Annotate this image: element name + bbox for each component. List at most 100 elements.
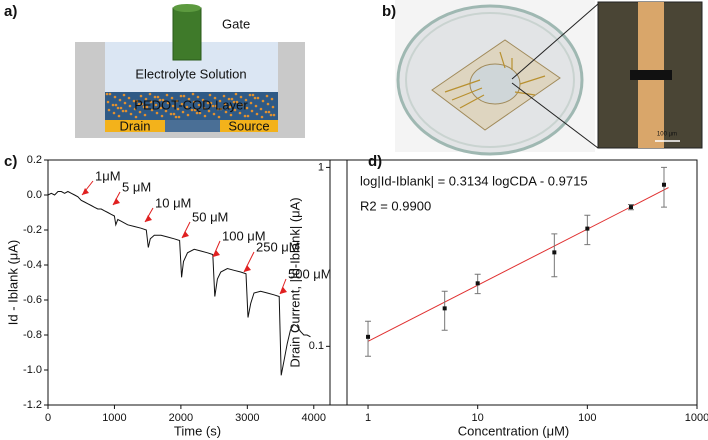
cqd-dot xyxy=(135,99,139,103)
cqd-dot xyxy=(159,106,163,110)
point xyxy=(661,182,666,187)
x-tick-label: 2000 xyxy=(169,412,193,424)
cqd-dot xyxy=(219,107,223,111)
cqd-dot xyxy=(232,100,236,104)
drain-label: Drain xyxy=(119,118,150,133)
cqd-dot xyxy=(259,107,263,111)
cqd-dot xyxy=(127,96,131,100)
cqd-dot xyxy=(165,93,169,97)
cqd-dot xyxy=(161,98,165,102)
cqd-dot xyxy=(269,113,273,117)
cqd-dot xyxy=(175,99,179,103)
cqd-dot xyxy=(139,94,143,98)
cqd-dot xyxy=(260,115,264,119)
cqd-dot xyxy=(171,104,175,108)
cqd-dot xyxy=(128,104,132,108)
cqd-dot xyxy=(129,112,133,116)
arrow-head xyxy=(244,265,251,272)
cqd-dot xyxy=(124,109,128,113)
cqd-dot xyxy=(164,109,168,113)
cqd-dot xyxy=(112,111,116,115)
annotation: 50 μM xyxy=(192,209,228,224)
cqd-dot xyxy=(174,115,178,119)
cqd-dot xyxy=(177,115,181,119)
y-tick-label: -0.2 xyxy=(23,224,42,236)
cqd-dot xyxy=(121,109,125,113)
cqd-dot xyxy=(153,95,157,99)
cqd-dot xyxy=(213,96,217,100)
cqd-dot xyxy=(123,101,127,105)
annotation: 500 μM xyxy=(288,266,332,281)
layer-label: PEDOT-CQD Layer xyxy=(134,97,248,112)
x-tick-label: 4000 xyxy=(302,412,326,424)
x-axis-label: Concentration (μM) xyxy=(458,423,570,438)
point xyxy=(552,250,557,255)
cqd-dot xyxy=(118,98,122,102)
cqd-dot xyxy=(156,95,160,99)
data-line xyxy=(47,190,311,376)
cqd-dot xyxy=(138,110,142,114)
source xyxy=(220,120,278,132)
drain xyxy=(105,120,165,132)
dish-rim xyxy=(405,12,575,148)
cqd-dot xyxy=(176,107,180,111)
y-tick-label: 0.2 xyxy=(27,154,42,166)
error-bar xyxy=(441,290,448,331)
cqd-dot xyxy=(192,100,196,104)
cqd-dot xyxy=(197,103,201,107)
y-tick-label: -0.6 xyxy=(23,294,42,306)
cqd-dot xyxy=(133,107,137,111)
cqd-dot xyxy=(106,100,110,104)
cqd-dot xyxy=(155,111,159,115)
y-tick-label: -1.0 xyxy=(23,364,42,376)
cqd-dot xyxy=(255,112,259,116)
y-tick-label: -1.2 xyxy=(23,399,42,411)
cqd-dot xyxy=(190,108,194,112)
cqd-dot xyxy=(172,112,176,116)
cqd-dot xyxy=(142,105,146,109)
cqd-dot xyxy=(137,102,141,106)
cqd-dot xyxy=(181,110,185,114)
cqd-dot xyxy=(203,114,207,118)
cqd-dot xyxy=(145,105,149,109)
cqd-dot xyxy=(230,97,234,101)
cqd-dot xyxy=(169,112,173,116)
cqd-dot xyxy=(108,92,112,96)
arrow-head xyxy=(145,215,152,222)
panel-label: d) xyxy=(368,153,382,170)
cqd-dot xyxy=(158,98,162,102)
y-tick-label: -0.8 xyxy=(23,329,42,341)
cqd-dot xyxy=(198,111,202,115)
cqd-dot xyxy=(245,106,249,110)
cqd-dot xyxy=(216,107,220,111)
cqd-dot xyxy=(212,112,216,116)
cqd-dot xyxy=(160,114,164,118)
cqd-dot xyxy=(222,94,226,98)
cqd-dots xyxy=(105,92,276,119)
point xyxy=(366,334,371,339)
fit-line xyxy=(367,187,669,342)
cqd-dot xyxy=(266,102,270,106)
cqd-dot xyxy=(140,102,144,106)
cqd-dot xyxy=(250,109,254,113)
cqd-dot xyxy=(228,105,232,109)
x-tick-label: 10 xyxy=(472,412,484,424)
panel-label: c) xyxy=(4,153,17,170)
cqd-dot xyxy=(187,97,191,101)
x-tick-label: 100 xyxy=(578,412,596,424)
gate-electrode xyxy=(172,7,202,61)
electrolyte-label: Electrolyte Solution xyxy=(135,66,246,81)
arrow-head xyxy=(280,287,287,294)
zoom-line xyxy=(511,82,599,149)
cqd-dot xyxy=(211,104,215,108)
cqd-dot xyxy=(218,99,222,103)
annotation: 10 μM xyxy=(155,195,191,210)
cqd-dot xyxy=(214,104,218,108)
cqd-dot xyxy=(238,111,242,115)
cqd-dot xyxy=(206,101,210,105)
cqd-dot xyxy=(149,100,153,104)
annotation: 250 μM xyxy=(256,239,300,254)
cqd-dot xyxy=(217,115,221,119)
cqd-dot xyxy=(195,111,199,115)
cqd-dot xyxy=(248,93,252,97)
